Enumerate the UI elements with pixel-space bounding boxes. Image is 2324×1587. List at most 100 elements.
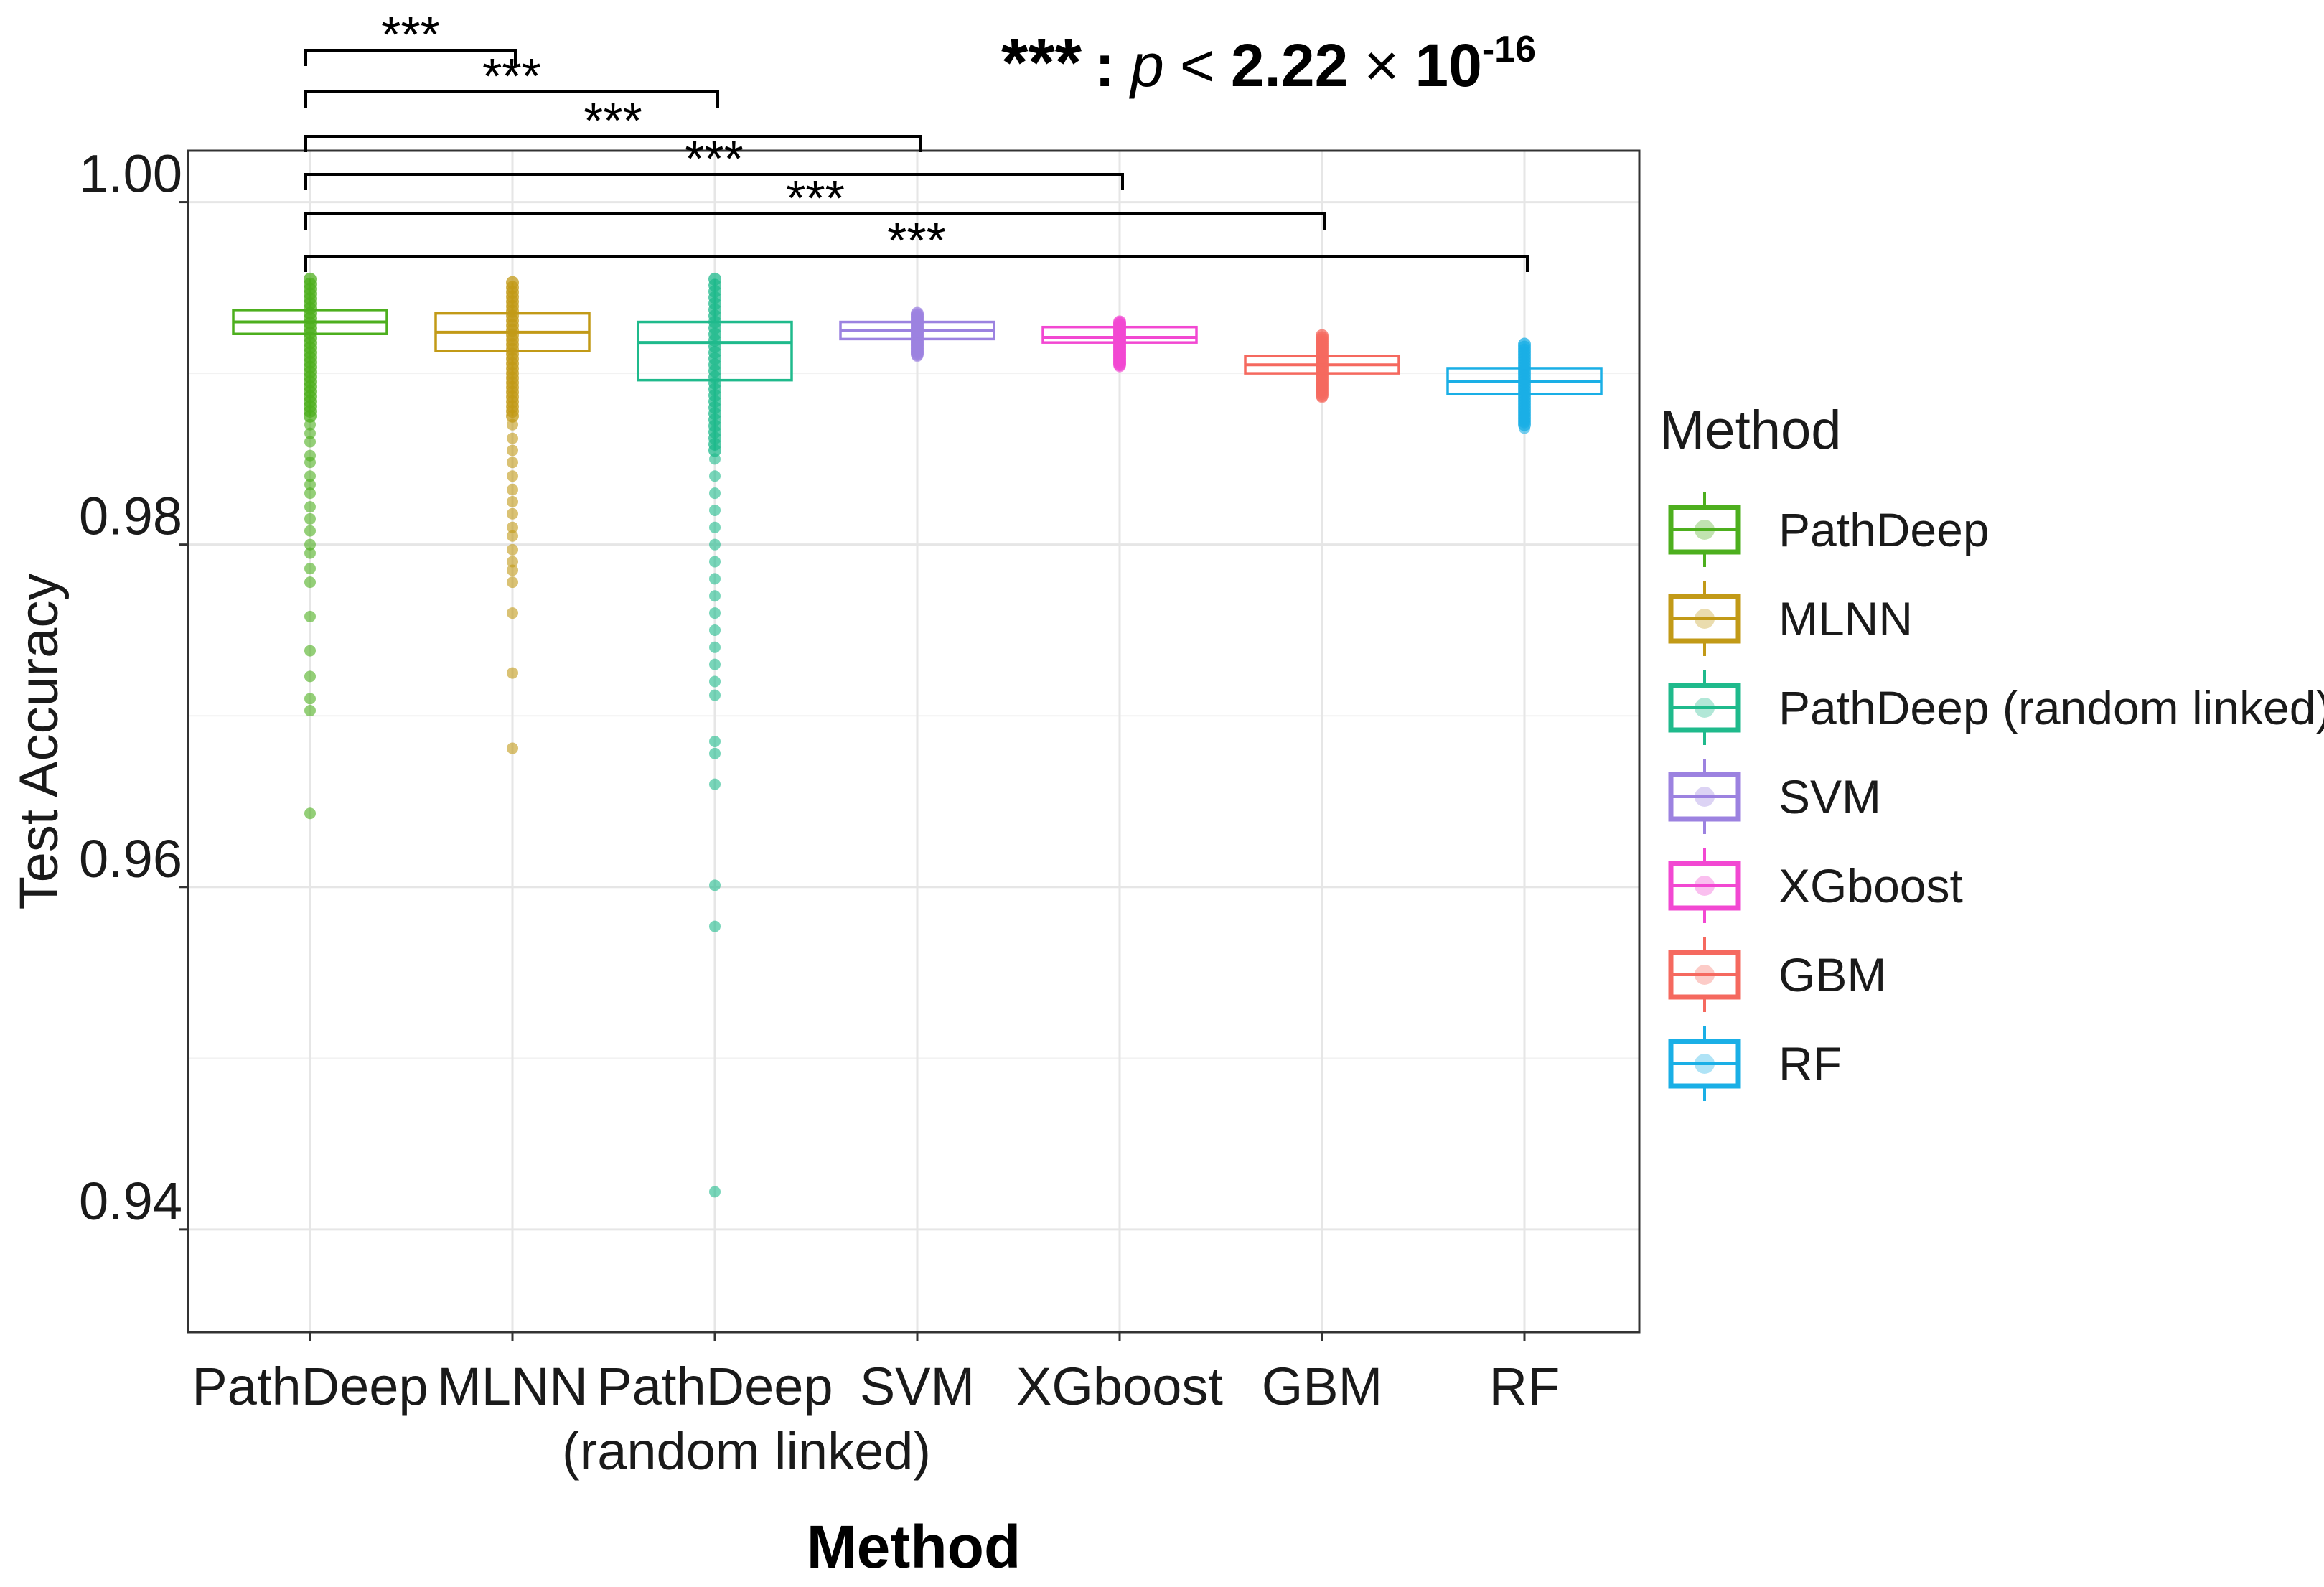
x-tick-label: (random linked) bbox=[562, 1421, 931, 1481]
legend-label: MLNN bbox=[1779, 592, 1913, 645]
outlier-point bbox=[507, 507, 518, 520]
outlier-point bbox=[709, 624, 721, 636]
outlier-point bbox=[304, 418, 316, 431]
x-tick-label: XGboost bbox=[1016, 1357, 1223, 1416]
x-tick-label: PathDeep bbox=[192, 1357, 428, 1416]
outlier-point bbox=[507, 418, 518, 431]
legend-key bbox=[1668, 581, 1741, 656]
significance-label: *** bbox=[482, 48, 541, 104]
significance-label: *** bbox=[887, 212, 946, 268]
annotation-sep: : bbox=[1095, 32, 1115, 99]
box-pathdeep bbox=[232, 278, 388, 416]
outlier-point bbox=[507, 470, 518, 482]
outlier-point bbox=[304, 501, 316, 513]
outlier-point bbox=[709, 453, 721, 465]
y-tick-label: 0.96 bbox=[79, 829, 182, 889]
y-axis-title: Test Accuracy bbox=[9, 574, 70, 910]
outlier-point bbox=[709, 538, 721, 551]
annotation-base: 10 bbox=[1415, 32, 1481, 99]
legend-key bbox=[1668, 759, 1741, 834]
legend-item: GBM bbox=[1668, 937, 1886, 1012]
outlier-point bbox=[304, 479, 316, 491]
annotation-lt: < bbox=[1180, 32, 1215, 99]
bracket-line bbox=[304, 135, 922, 152]
iqr-box bbox=[1041, 325, 1198, 344]
significance-label: *** bbox=[685, 131, 744, 187]
bracket-line bbox=[304, 90, 719, 108]
legend-key bbox=[1668, 670, 1741, 745]
significance-label: *** bbox=[786, 170, 845, 226]
box-rf bbox=[1446, 344, 1603, 425]
x-tick-label: SVM bbox=[860, 1357, 975, 1416]
outlier-point bbox=[304, 512, 316, 525]
outlier-point bbox=[304, 670, 316, 683]
legend-label: XGboost bbox=[1779, 859, 1963, 912]
legend-item: SVM bbox=[1668, 759, 1881, 834]
outlier-point bbox=[709, 736, 721, 747]
legend-label: PathDeep bbox=[1779, 503, 1990, 556]
significance-bracket: *** bbox=[304, 212, 1529, 272]
outlier-point bbox=[304, 693, 316, 705]
outlier-point bbox=[507, 521, 518, 533]
outlier-point bbox=[709, 504, 721, 516]
significance-bracket: *** bbox=[304, 93, 922, 152]
outlier-point bbox=[304, 525, 316, 537]
legend-item: RF bbox=[1668, 1026, 1842, 1101]
outlier-point bbox=[709, 1186, 721, 1198]
outlier-point bbox=[304, 645, 316, 657]
y-tick-label: 1.00 bbox=[79, 144, 182, 204]
x-tick-label: RF bbox=[1489, 1357, 1560, 1416]
outlier-point bbox=[709, 675, 721, 688]
iqr-box bbox=[637, 320, 793, 382]
outlier-point bbox=[709, 778, 721, 790]
outlier-point bbox=[304, 470, 316, 482]
legend-item: MLNN bbox=[1668, 581, 1913, 656]
outlier-point bbox=[507, 667, 518, 679]
outlier-point bbox=[709, 920, 721, 932]
legend-key bbox=[1668, 492, 1741, 567]
legend-label: RF bbox=[1779, 1037, 1842, 1090]
y-axis-ticks: 0.94 0.96 0.98 1.00 bbox=[79, 144, 188, 1231]
x-axis-title: Method bbox=[807, 1513, 1021, 1581]
annotation-exponent: -16 bbox=[1482, 29, 1536, 70]
outlier-point bbox=[709, 590, 721, 602]
legend-item: XGboost bbox=[1668, 848, 1963, 923]
box-pathdeep-random-linked bbox=[637, 278, 793, 451]
outlier-point bbox=[709, 607, 721, 619]
outlier-point bbox=[304, 610, 316, 622]
plot-panel-border bbox=[187, 149, 1641, 1334]
outlier-point bbox=[507, 576, 518, 589]
bracket-line bbox=[304, 49, 517, 66]
outlier-point bbox=[709, 487, 721, 500]
legend-label: SVM bbox=[1779, 770, 1881, 823]
outlier-point bbox=[304, 487, 316, 500]
outlier-point bbox=[709, 747, 721, 759]
outlier-point bbox=[304, 457, 316, 469]
outlier-point bbox=[507, 564, 518, 576]
outlier-point bbox=[709, 521, 721, 533]
box-mlnn bbox=[434, 282, 591, 416]
legend-key bbox=[1668, 1026, 1741, 1101]
outlier-point bbox=[507, 556, 518, 568]
significance-label: *** bbox=[381, 6, 440, 62]
annotation-stars: *** bbox=[1001, 24, 1082, 101]
x-tick-label: PathDeep bbox=[596, 1357, 833, 1416]
outlier-point bbox=[304, 436, 316, 448]
outlier-point bbox=[507, 457, 518, 469]
annotation-value: 2.22 bbox=[1231, 32, 1349, 99]
outlier-point bbox=[304, 807, 316, 820]
legend-title: Method bbox=[1659, 400, 1842, 461]
box-xgboost bbox=[1041, 322, 1198, 365]
legend-key bbox=[1668, 937, 1741, 1012]
outlier-point bbox=[709, 689, 721, 701]
outlier-point bbox=[304, 705, 316, 717]
legend-key bbox=[1668, 848, 1741, 923]
bracket-line bbox=[304, 255, 1529, 272]
significance-bracket: *** bbox=[304, 170, 1326, 230]
outlier-point bbox=[304, 576, 316, 589]
significance-label: *** bbox=[584, 93, 642, 149]
significance-brackets: *** *** *** *** *** *** bbox=[304, 6, 1529, 272]
annotation-times: × bbox=[1364, 32, 1399, 99]
